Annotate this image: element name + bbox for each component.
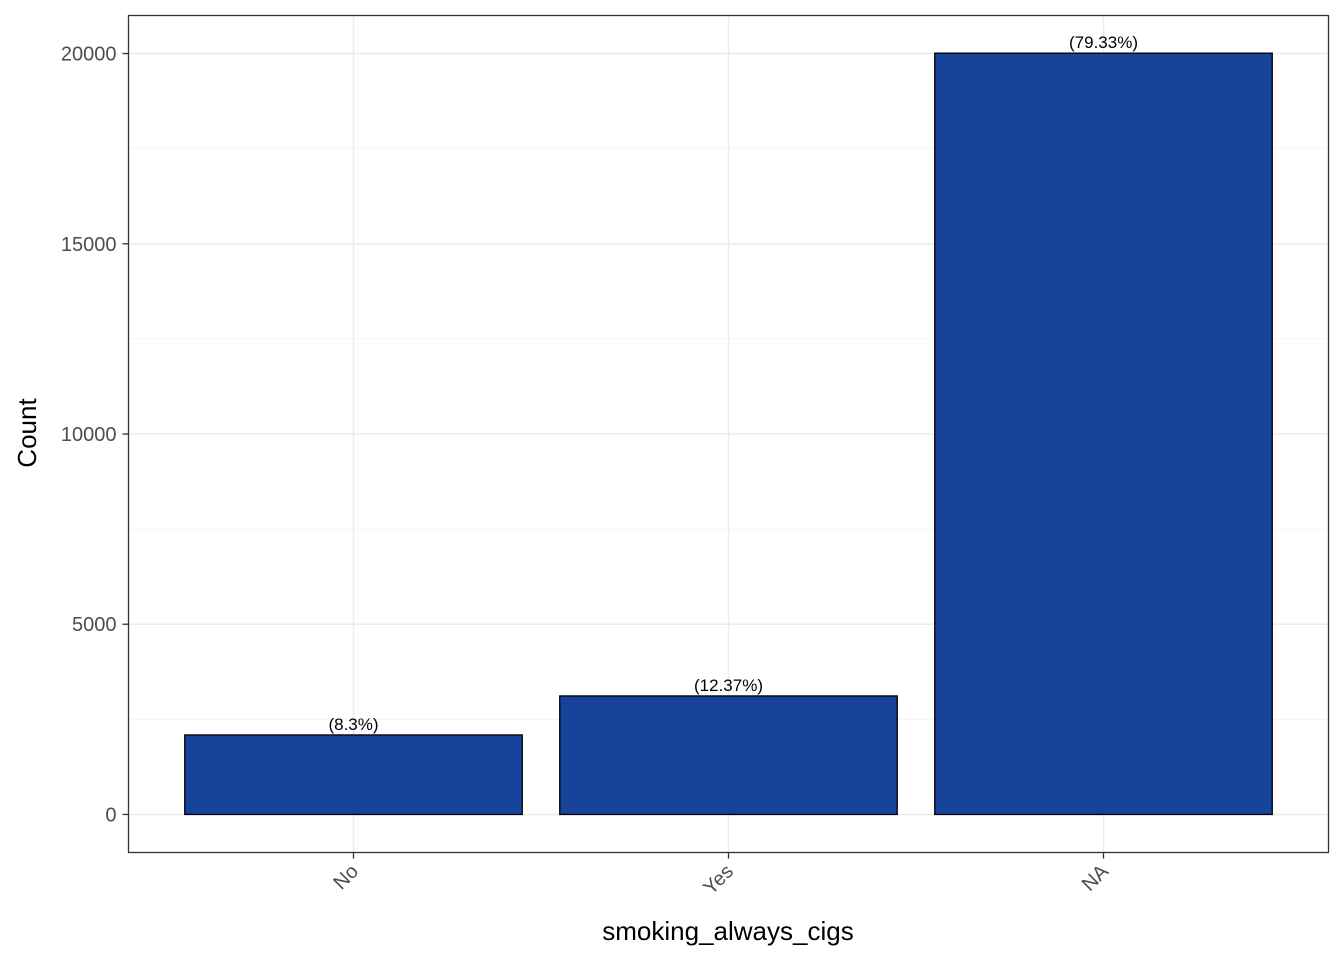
x-axis: No Yes NA xyxy=(329,852,1114,899)
x-tick-label: NA xyxy=(1078,860,1114,896)
bar-value-label: (79.33%) xyxy=(1069,33,1138,52)
y-tick-label: 20000 xyxy=(61,44,117,66)
y-tick-label: 15000 xyxy=(61,234,117,256)
bar-na xyxy=(934,52,1273,816)
y-tick-label: 10000 xyxy=(61,424,117,446)
bar-no xyxy=(184,734,523,816)
x-tick-label: No xyxy=(329,860,363,894)
y-tick-label: 0 xyxy=(105,804,116,826)
data-label-layer: (8.3%) (12.37%) (79.33%) xyxy=(328,33,1138,734)
y-tick-label: 5000 xyxy=(72,614,117,636)
bar-layer xyxy=(184,52,1273,816)
y-axis: 0 5000 10000 15000 20000 xyxy=(61,44,129,826)
x-axis-title: smoking_always_cigs xyxy=(602,916,853,946)
y-axis-title: Count xyxy=(12,398,42,468)
bar-yes xyxy=(559,695,898,816)
x-tick-label: Yes xyxy=(699,860,738,899)
bar-value-label: (12.37%) xyxy=(694,676,763,695)
bar-value-label: (8.3%) xyxy=(328,715,378,734)
